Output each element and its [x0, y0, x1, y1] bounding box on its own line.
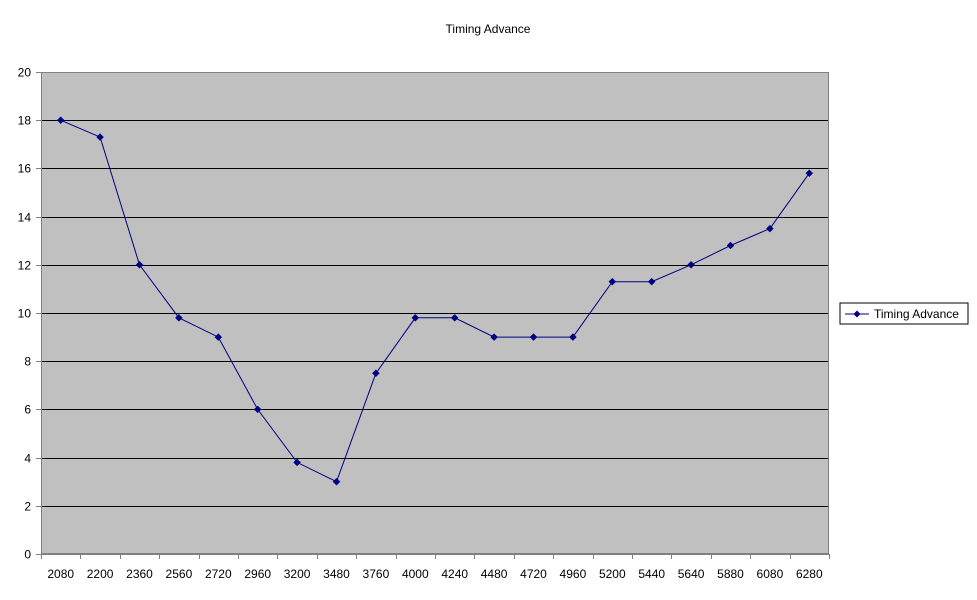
data-point[interactable] — [450, 313, 459, 322]
data-point[interactable] — [56, 116, 65, 125]
legend-diamond-marker — [853, 310, 861, 318]
x-tick-label: 4000 — [402, 567, 429, 581]
data-point[interactable] — [214, 333, 223, 341]
data-point[interactable] — [569, 333, 577, 341]
y-tick-label: 18 — [18, 114, 32, 128]
data-point[interactable] — [332, 477, 341, 486]
y-tick-label: 2 — [24, 500, 31, 514]
data-point[interactable] — [293, 458, 301, 467]
y-tick-label: 12 — [18, 259, 32, 273]
y-tick-label: 6 — [24, 403, 31, 417]
y-tick-label: 4 — [24, 452, 31, 466]
x-tick-label: 6280 — [796, 567, 823, 581]
x-tick-label: 4960 — [560, 567, 587, 581]
legend-box — [839, 302, 969, 325]
x-tick-label: 2560 — [166, 567, 193, 581]
x-tick-label: 6080 — [757, 567, 784, 581]
x-tick-label: 2200 — [87, 567, 114, 581]
data-point[interactable] — [490, 333, 498, 341]
data-point[interactable] — [175, 313, 183, 322]
data-point[interactable] — [647, 277, 656, 286]
data-point[interactable] — [529, 333, 538, 341]
y-tick-label: 16 — [18, 162, 32, 176]
y-tick-labels: 0 2 4 6 8 10 12 14 16 18 20 — [18, 66, 32, 562]
x-tick-label: 3480 — [323, 567, 350, 581]
x-tick-label: 2360 — [126, 567, 153, 581]
data-point[interactable] — [372, 369, 380, 378]
data-point[interactable] — [766, 224, 774, 233]
x-tick-label: 5200 — [599, 567, 626, 581]
x-tick-label: 4240 — [441, 567, 468, 581]
axes — [36, 72, 830, 559]
plot-border — [41, 72, 829, 554]
data-point[interactable] — [96, 133, 104, 141]
data-point[interactable] — [805, 169, 814, 178]
y-tick-label: 8 — [24, 355, 31, 369]
y-tick-label: 14 — [18, 211, 32, 225]
y-tick-label: 0 — [24, 548, 31, 562]
x-tick-label: 3760 — [363, 567, 390, 581]
x-tick-label: 2720 — [205, 567, 232, 581]
x-tick-label: 2080 — [47, 567, 74, 581]
data-point[interactable] — [687, 260, 695, 269]
data-point[interactable] — [726, 241, 735, 250]
x-tick-label: 5640 — [678, 567, 705, 581]
x-tick-label: 5440 — [638, 567, 665, 581]
data-point[interactable] — [135, 260, 144, 269]
series-line — [60, 119, 810, 483]
y-tick-label: 20 — [18, 66, 32, 80]
data-point[interactable] — [253, 405, 262, 414]
y-tick-label: 10 — [18, 307, 32, 321]
x-tick-label: 4720 — [520, 567, 547, 581]
x-tick-label: 3200 — [284, 567, 311, 581]
x-tick-label: 2960 — [244, 567, 271, 581]
x-tick-label: 4480 — [481, 567, 508, 581]
series-timing-advance — [56, 116, 814, 486]
chart-title: Timing Advance — [446, 22, 531, 36]
x-tick-label: 5880 — [717, 567, 744, 581]
x-tick-labels: 2080 2200 2360 2560 2720 2960 3200 3480 3760 4000… — [47, 567, 823, 581]
legend-label: Timing Advance — [874, 307, 959, 321]
data-point[interactable] — [411, 313, 420, 322]
data-point[interactable] — [608, 277, 617, 286]
legend[interactable]: Timing Advance — [839, 302, 969, 325]
